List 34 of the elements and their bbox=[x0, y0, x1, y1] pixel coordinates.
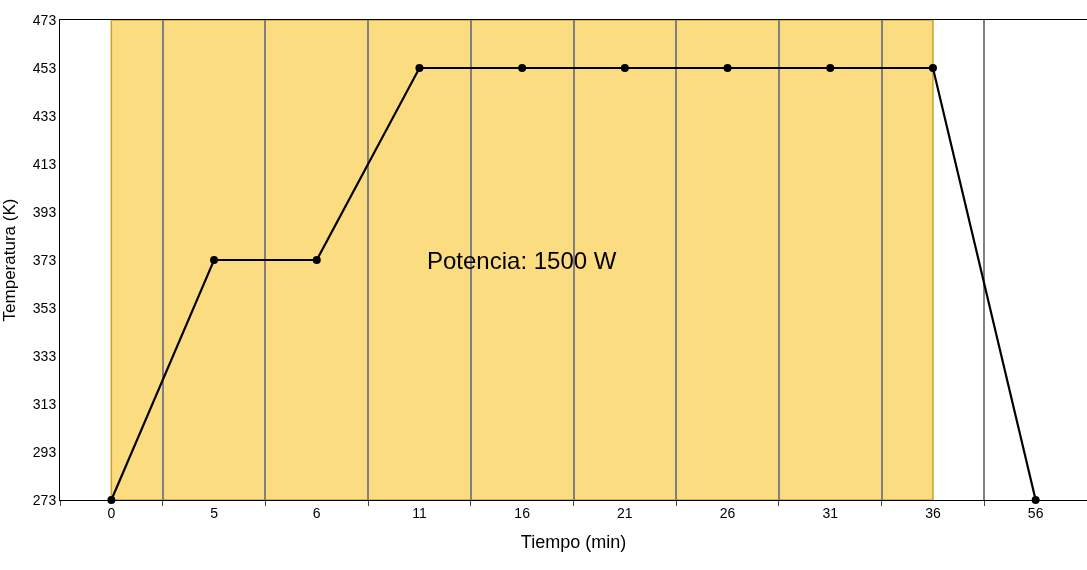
y-tick-label: 333 bbox=[32, 347, 57, 364]
y-tick-label: 453 bbox=[32, 59, 57, 76]
x-tick-label: 16 bbox=[514, 504, 531, 521]
point bbox=[210, 256, 219, 264]
y-tick-label: 293 bbox=[32, 443, 57, 460]
y-tick-label: 313 bbox=[32, 395, 57, 412]
x-tick-label: 26 bbox=[719, 504, 736, 521]
x-tick-label: 6 bbox=[312, 504, 321, 521]
point bbox=[620, 64, 629, 72]
x-tick-label: 21 bbox=[617, 504, 633, 521]
point bbox=[107, 496, 116, 504]
y-tick-label: 433 bbox=[32, 107, 57, 124]
x-tick-label: 5 bbox=[210, 504, 219, 521]
x-tick-label: 11 bbox=[412, 504, 427, 521]
point bbox=[1031, 496, 1040, 504]
point bbox=[312, 256, 321, 264]
y-tick-label: 413 bbox=[32, 155, 57, 172]
y-axis-title: Temperatura (K) bbox=[0, 198, 19, 322]
x-axis-title: Tiempo (min) bbox=[520, 531, 627, 552]
y-tick-label: 473 bbox=[32, 11, 57, 28]
band-label: Potencia: 1500 W bbox=[427, 247, 617, 274]
x-tick-label: 36 bbox=[925, 504, 941, 521]
y-tick-label: 393 bbox=[32, 203, 57, 220]
y-tick-label: 353 bbox=[32, 299, 57, 316]
point bbox=[518, 64, 527, 72]
y-tick-label: 273 bbox=[32, 491, 57, 508]
point bbox=[415, 64, 424, 72]
x-tick-label: 0 bbox=[107, 504, 116, 521]
point bbox=[723, 64, 732, 72]
x-tick-label: 56 bbox=[1027, 504, 1044, 521]
point bbox=[928, 64, 937, 72]
x-tick-label: 31 bbox=[822, 504, 839, 521]
y-tick-label: 373 bbox=[32, 251, 57, 268]
point bbox=[826, 64, 835, 72]
